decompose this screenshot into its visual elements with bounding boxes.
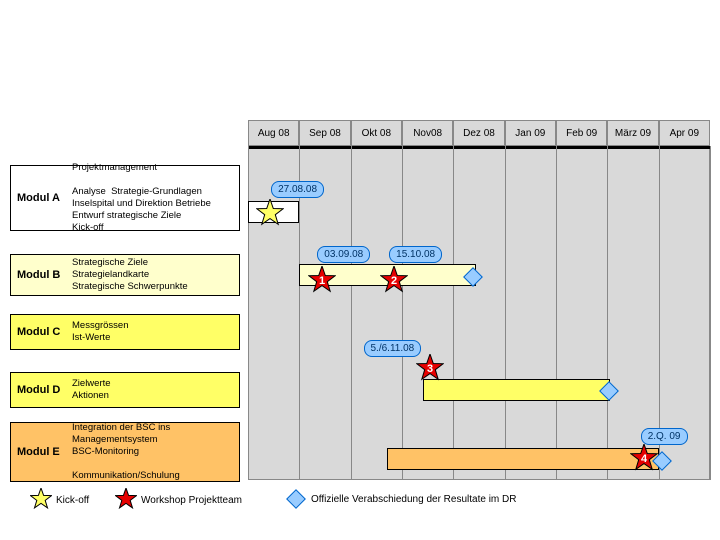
gridline xyxy=(402,146,403,480)
month-header: Feb 09 xyxy=(556,120,607,146)
module-name: Modul E xyxy=(17,446,60,458)
gridline xyxy=(556,146,557,480)
gridline xyxy=(299,146,300,480)
month-header: Sep 08 xyxy=(299,120,350,146)
legend-label: Workshop Projektteam xyxy=(141,495,242,506)
gridline xyxy=(607,146,608,480)
workshop-star-icon: 1 xyxy=(308,266,336,294)
workshop-star-icon: 2 xyxy=(380,266,408,294)
module-c-label: Modul C Messgrössen Ist-Werte xyxy=(10,314,240,350)
legend-item: Offizielle Verabschiedung der Resultate … xyxy=(285,488,516,510)
gridline xyxy=(453,146,454,480)
kickoff-star-icon xyxy=(256,199,284,227)
module-desc: Strategische Ziele Strategielandkarte St… xyxy=(72,257,233,293)
gantt-bar-d xyxy=(423,379,610,401)
gridline xyxy=(351,146,352,480)
milestone-diamond-icon xyxy=(286,489,306,509)
workshop-star-icon: 3 xyxy=(416,354,444,382)
legend-label: Offizielle Verabschiedung der Resultate … xyxy=(311,494,516,505)
module-desc: Zielwerte Aktionen xyxy=(72,378,233,402)
header-divider xyxy=(248,146,710,149)
module-desc: Messgrössen Ist-Werte xyxy=(72,320,233,344)
gantt-bar-e xyxy=(387,448,659,470)
month-header: Okt 08 xyxy=(351,120,402,146)
timeline-grid xyxy=(248,146,710,480)
module-name: Modul D xyxy=(17,384,60,396)
legend-label: Kick-off xyxy=(56,495,89,506)
gridline xyxy=(710,146,711,480)
svg-text:1: 1 xyxy=(319,275,325,287)
legend-item: Workshop Projektteam xyxy=(115,488,242,513)
legend-item: Kick-off xyxy=(30,488,89,513)
svg-text:3: 3 xyxy=(427,363,433,375)
workshop-star-icon xyxy=(115,488,137,513)
month-header: Aug 08 xyxy=(248,120,299,146)
gridline xyxy=(248,146,249,480)
module-desc: Projektmanagement Analyse Strategie-Grun… xyxy=(72,162,233,234)
kickoff-star-icon xyxy=(30,488,52,513)
module-a-label: Modul A Projektmanagement Analyse Strateg… xyxy=(10,165,240,231)
module-name: Modul B xyxy=(17,269,60,281)
month-header: März 09 xyxy=(607,120,658,146)
module-b-label: Modul B Strategische Ziele Strategielandk… xyxy=(10,254,240,296)
month-header: Apr 09 xyxy=(659,120,710,146)
month-header: Dez 08 xyxy=(453,120,504,146)
module-e-label: Modul E Integration der BSC ins Managemen… xyxy=(10,422,240,482)
month-header: Nov08 xyxy=(402,120,453,146)
gridline xyxy=(659,146,660,480)
svg-text:4: 4 xyxy=(641,453,648,465)
module-desc: Integration der BSC ins Managementsystem… xyxy=(72,422,233,482)
module-name: Modul C xyxy=(17,326,60,338)
svg-text:2: 2 xyxy=(391,275,397,287)
module-d-label: Modul D Zielwerte Aktionen xyxy=(10,372,240,408)
module-name: Modul A xyxy=(17,192,60,204)
gridline xyxy=(505,146,506,480)
month-header: Jan 09 xyxy=(505,120,556,146)
